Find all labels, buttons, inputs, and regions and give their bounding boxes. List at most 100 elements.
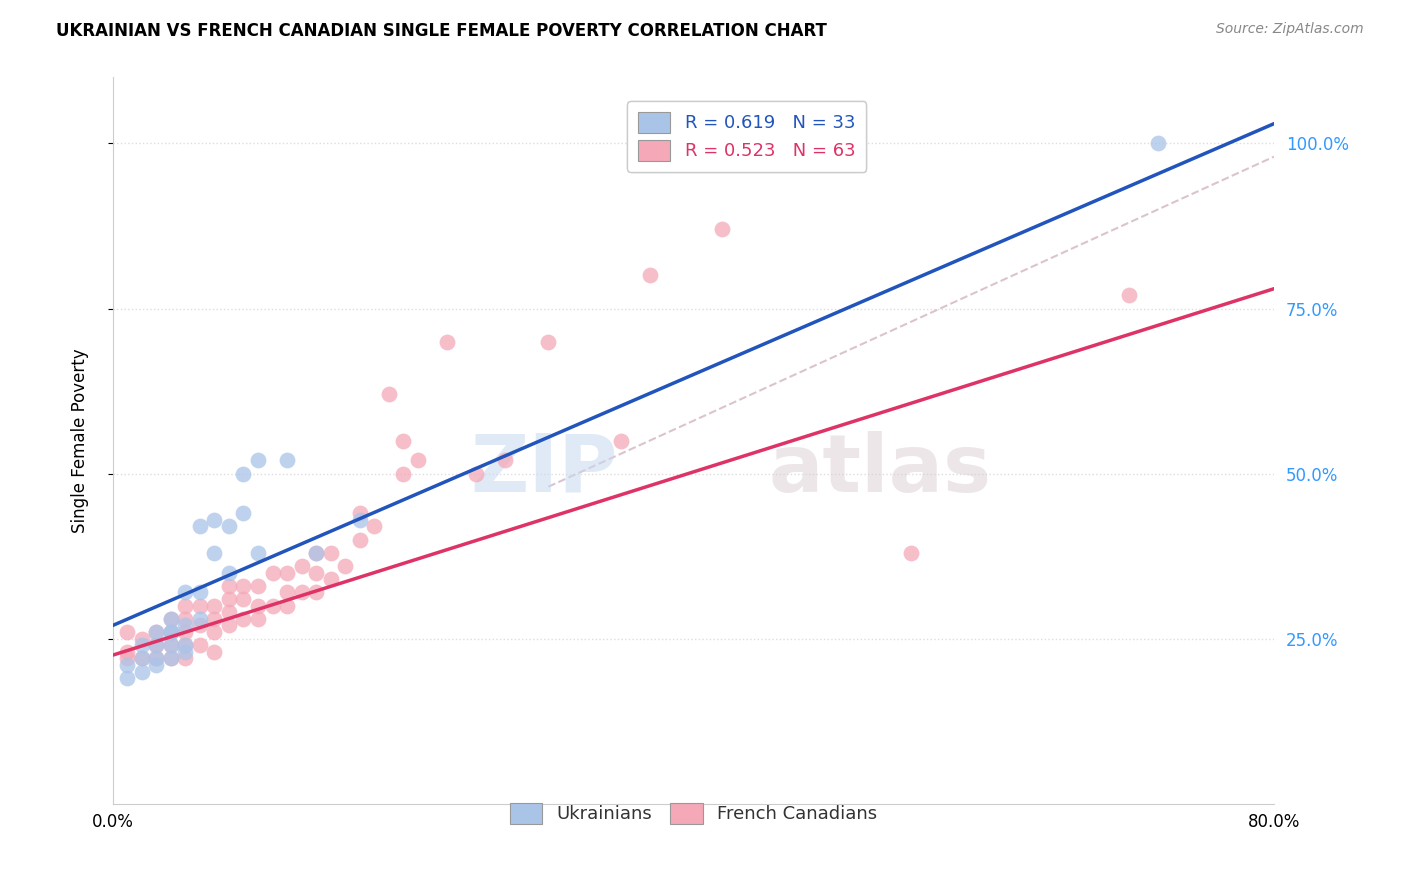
Point [246, 546, 269, 560]
Point [232, 579, 254, 593]
Point [145, 625, 167, 640]
Point [188, 618, 211, 632]
Text: ZIP: ZIP [471, 431, 619, 508]
Point [160, 651, 183, 665]
Point [305, 546, 328, 560]
Point [464, 467, 486, 481]
Text: Source: ZipAtlas.com: Source: ZipAtlas.com [1216, 22, 1364, 37]
Point [232, 506, 254, 520]
Point [174, 638, 197, 652]
Point [204, 599, 226, 613]
Point [246, 612, 269, 626]
Point [276, 599, 298, 613]
Point [174, 638, 197, 652]
Point [638, 268, 661, 283]
Point [160, 638, 183, 652]
Point [131, 632, 153, 646]
Point [232, 467, 254, 481]
Point [218, 592, 240, 607]
Legend: Ukrainians, French Canadians: Ukrainians, French Canadians [499, 792, 889, 835]
Point [276, 585, 298, 599]
Point [333, 559, 356, 574]
Point [232, 612, 254, 626]
Point [145, 638, 167, 652]
Point [131, 665, 153, 679]
Point [349, 513, 371, 527]
Point [494, 453, 516, 467]
Point [160, 625, 183, 640]
Point [392, 467, 415, 481]
Point [305, 585, 328, 599]
Point [117, 658, 139, 673]
Point [349, 506, 371, 520]
Point [218, 519, 240, 533]
Point [610, 434, 633, 448]
Point [174, 651, 197, 665]
Point [246, 599, 269, 613]
Point [117, 651, 139, 665]
Point [246, 453, 269, 467]
Point [406, 453, 429, 467]
Point [204, 645, 226, 659]
Point [145, 651, 167, 665]
Text: UKRAINIAN VS FRENCH CANADIAN SINGLE FEMALE POVERTY CORRELATION CHART: UKRAINIAN VS FRENCH CANADIAN SINGLE FEMA… [56, 22, 827, 40]
Point [117, 625, 139, 640]
Y-axis label: Single Female Poverty: Single Female Poverty [72, 348, 89, 533]
Point [160, 625, 183, 640]
Point [160, 651, 183, 665]
Point [319, 546, 342, 560]
Point [160, 625, 183, 640]
Point [711, 222, 734, 236]
Point [305, 566, 328, 580]
Point [131, 638, 153, 652]
Point [218, 579, 240, 593]
Point [1118, 288, 1140, 302]
Point [290, 585, 312, 599]
Point [1147, 136, 1170, 151]
Point [218, 618, 240, 632]
Point [319, 572, 342, 586]
Point [204, 625, 226, 640]
Point [117, 645, 139, 659]
Point [131, 651, 153, 665]
Point [537, 334, 560, 349]
Point [145, 638, 167, 652]
Point [349, 533, 371, 547]
Point [188, 519, 211, 533]
Point [305, 546, 328, 560]
Point [188, 638, 211, 652]
Point [174, 612, 197, 626]
Point [145, 651, 167, 665]
Point [262, 566, 284, 580]
Point [160, 612, 183, 626]
Point [246, 579, 269, 593]
Point [363, 519, 385, 533]
Point [232, 592, 254, 607]
Point [392, 434, 415, 448]
Point [174, 625, 197, 640]
Point [290, 559, 312, 574]
Point [276, 453, 298, 467]
Text: atlas: atlas [769, 431, 993, 508]
Point [218, 605, 240, 619]
Point [262, 599, 284, 613]
Point [377, 387, 399, 401]
Point [204, 612, 226, 626]
Point [160, 612, 183, 626]
Point [145, 658, 167, 673]
Point [188, 612, 211, 626]
Point [218, 566, 240, 580]
Point [188, 599, 211, 613]
Point [174, 645, 197, 659]
Point [131, 651, 153, 665]
Point [436, 334, 458, 349]
Point [174, 599, 197, 613]
Point [188, 585, 211, 599]
Point [204, 546, 226, 560]
Point [276, 566, 298, 580]
Point [160, 638, 183, 652]
Point [174, 585, 197, 599]
Point [174, 618, 197, 632]
Point [900, 546, 922, 560]
Point [117, 671, 139, 685]
